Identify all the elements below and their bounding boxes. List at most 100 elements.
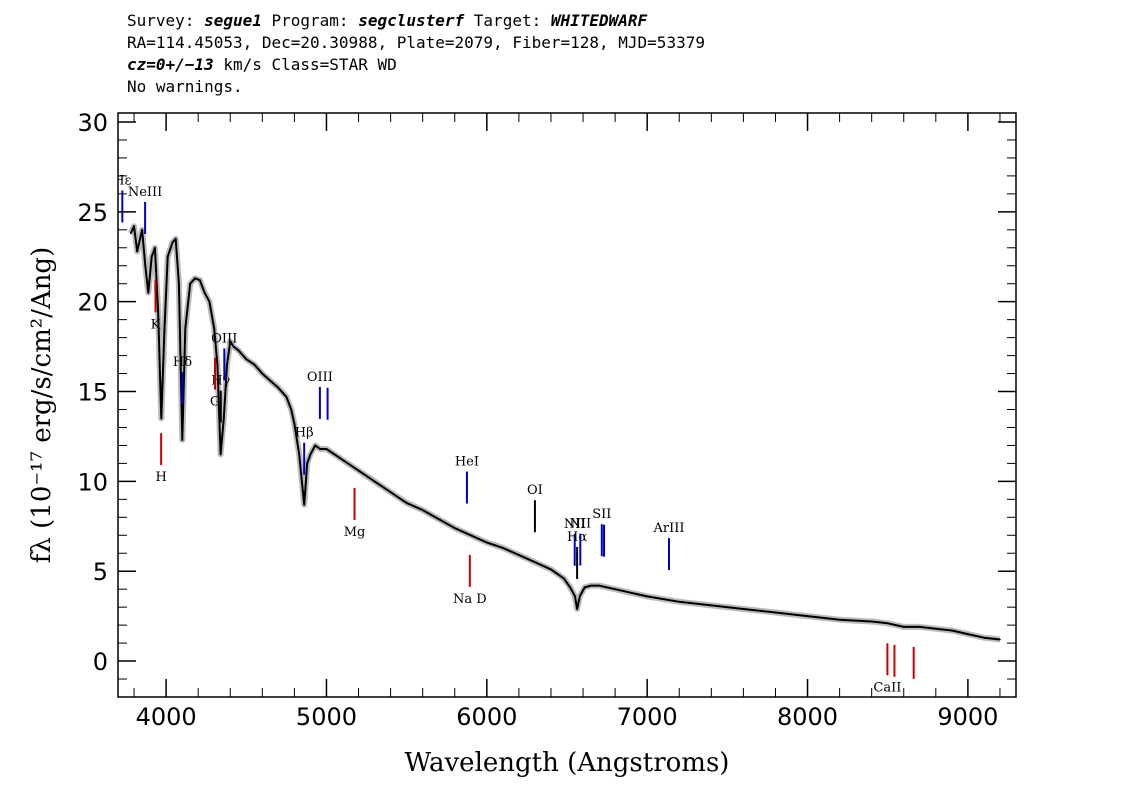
spectral-line-label: OIII xyxy=(211,331,237,346)
spectral-line-label: NeIII xyxy=(128,185,162,200)
spectral-line-label: OI xyxy=(527,483,543,498)
spectrum-point xyxy=(166,255,169,258)
spectrum-point xyxy=(576,608,578,610)
spectrum-point xyxy=(967,633,969,635)
header-line-coordinates: RA=114.45053, Dec=20.30988, Plate=2079, … xyxy=(127,33,705,52)
spectrum-point xyxy=(229,340,232,343)
spectral-line-label: Hε xyxy=(113,173,131,188)
spectrum-point xyxy=(157,309,159,312)
spectrum-point xyxy=(150,255,153,258)
spectrum-point xyxy=(550,568,552,571)
spectrum-point xyxy=(213,327,215,330)
spectrum-point xyxy=(341,459,344,461)
y-tick-label: 5 xyxy=(93,558,108,586)
survey-value: segue1 xyxy=(204,11,262,30)
y-tick-label: 0 xyxy=(93,648,108,676)
spectral-line-label: NII xyxy=(569,516,591,531)
spectrum-point xyxy=(710,604,713,607)
x-tick-label: 8000 xyxy=(777,703,838,731)
spectrum-point xyxy=(983,636,985,639)
spectrum-point xyxy=(518,554,520,556)
spectrum-point xyxy=(184,327,187,330)
spectral-line-label: ArIII xyxy=(652,521,684,536)
spectrum-point xyxy=(144,264,147,267)
spectrum-point xyxy=(630,592,632,594)
cz-rest: km/s Class=STAR WD xyxy=(213,55,397,74)
spectrum-point xyxy=(389,491,392,494)
spectrum-point xyxy=(678,601,681,603)
spectrum-point xyxy=(903,626,905,628)
spectrum-point xyxy=(454,527,456,529)
spectrum-point xyxy=(437,518,440,520)
target-value: WHITEDWARF xyxy=(550,11,648,30)
spectrum-point xyxy=(569,586,571,589)
spectral-line-label: Na D xyxy=(453,592,487,607)
spectrum-point xyxy=(574,595,576,598)
spectrum-point xyxy=(579,595,581,598)
spectrum-point xyxy=(208,300,211,303)
spectrum-point xyxy=(181,439,184,441)
spectrum-point xyxy=(171,241,174,244)
cz-value: cz=0+/−13 xyxy=(127,55,214,74)
spectrum-point xyxy=(319,448,321,450)
spectrum-point xyxy=(163,327,166,330)
spectrum-point xyxy=(154,247,156,249)
spectrum-point xyxy=(174,238,177,240)
x-tick-label: 4000 xyxy=(136,703,197,731)
spectral-line-label: NII xyxy=(564,517,586,532)
spectrum-point xyxy=(502,547,504,549)
spectrum-point xyxy=(306,462,309,465)
program-label: Program: xyxy=(261,11,359,30)
y-tick-label: 30 xyxy=(77,109,108,137)
spectrum-point xyxy=(486,541,488,544)
spectral-line-label: Mg xyxy=(344,525,366,540)
spectrum-point xyxy=(290,408,293,411)
spectrum-point xyxy=(216,363,219,366)
target-label: Target: xyxy=(464,11,551,30)
spectrum-point xyxy=(590,584,592,587)
spectrum-point xyxy=(237,349,240,352)
spectrum-point xyxy=(194,277,196,280)
header-line-redshift: cz=0+/−13 km/s Class=STAR WD xyxy=(127,54,705,76)
spectrum-point xyxy=(405,502,408,504)
spectrum-point xyxy=(223,417,225,420)
x-tick-label: 7000 xyxy=(617,703,678,731)
x-axis-title: Wavelength (Angstroms) xyxy=(405,748,730,778)
spectrum-point xyxy=(141,229,143,231)
spectrum-point xyxy=(232,345,235,348)
x-tick-label: 9000 xyxy=(937,703,998,731)
spectrum-point xyxy=(309,453,312,456)
spectrum-point xyxy=(133,225,135,227)
x-tick-label: 5000 xyxy=(296,703,357,731)
spectrum-point xyxy=(303,503,306,506)
spectral-line-label: K xyxy=(151,317,161,332)
y-tick-label: 25 xyxy=(77,199,108,227)
spectrum-point xyxy=(806,615,809,617)
spectral-line-label: OIII xyxy=(307,370,333,385)
spectrum-point xyxy=(189,282,191,285)
spectral-line-label: SII xyxy=(592,507,611,522)
header-line-warnings: No warnings. xyxy=(127,77,243,96)
spectrum-point xyxy=(614,588,616,590)
spectrum-point xyxy=(646,595,648,598)
spectrum-point xyxy=(583,586,586,589)
spectrum-point xyxy=(373,480,376,483)
spectral-line-label: Hα xyxy=(567,530,587,545)
axes: 4000 5000 6000 7000 8000 9000 0 5 10 15 20 25 30 xyxy=(77,109,1016,731)
spectrum-point xyxy=(245,358,248,361)
spectrum-point xyxy=(886,622,889,625)
x-tick-label: 6000 xyxy=(456,703,517,731)
spectral-line-label: G xyxy=(210,395,220,410)
spectrum-error-band xyxy=(128,223,1001,643)
spectrum-point xyxy=(951,629,953,632)
spectrum-point xyxy=(261,372,264,375)
header-line-survey: Survey: segue1 Program: segclusterf Targ… xyxy=(127,10,705,32)
spectral-line-label: Hβ xyxy=(295,426,314,441)
spectrum-point xyxy=(277,387,280,389)
spectrum-point xyxy=(534,561,536,563)
spectral-line-label: H xyxy=(155,470,166,485)
spectrum-point xyxy=(470,534,472,537)
y-axis-title: fλ (10⁻¹⁷ erg/s/cm²/Ang) xyxy=(27,247,57,563)
survey-label: Survey: xyxy=(127,11,205,30)
